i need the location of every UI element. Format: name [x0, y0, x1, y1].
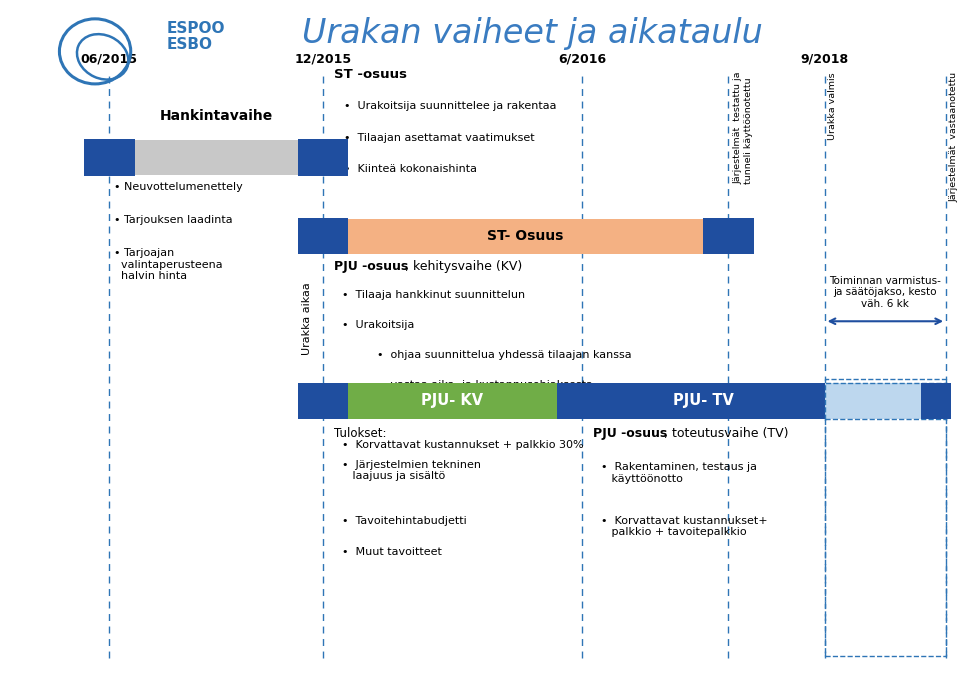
Bar: [322, 383, 582, 419]
Text: •  ohjaa suunnittelua yhdessä tilaajan kanssa: • ohjaa suunnittelua yhdessä tilaajan ka…: [377, 350, 631, 360]
Text: Järjestelmät  testattu ja
tunneli käyttöönotettu: Järjestelmät testattu ja tunneli käyttöö…: [734, 72, 753, 184]
Text: •  Korvattavat kustannukset + palkkio 30%: • Korvattavat kustannukset + palkkio 30%: [341, 440, 583, 451]
Text: •  Rakentaminen, testaus ja
   käyttöönotto: • Rakentaminen, testaus ja käyttöönotto: [601, 462, 757, 484]
Text: •  Muut tavoitteet: • Muut tavoitteet: [341, 547, 441, 557]
Text: , kehitysvaihe (KV): , kehitysvaihe (KV): [406, 260, 523, 273]
Text: Urakan vaiheet ja aikataulu: Urakan vaiheet ja aikataulu: [302, 17, 762, 50]
Text: ESPOO
ESBO: ESPOO ESBO: [166, 21, 224, 52]
Text: 9/2018: 9/2018: [801, 52, 849, 65]
Text: Järjestelmät  vastaanotettu: Järjestelmät vastaanotettu: [949, 72, 959, 202]
Text: •  Kiinteä kokonaishinta: • Kiinteä kokonaishinta: [343, 164, 477, 175]
Text: PJU -osuus: PJU -osuus: [594, 427, 667, 440]
Text: •  Tilaajan asettamat vaatimukset: • Tilaajan asettamat vaatimukset: [343, 133, 534, 143]
Text: Hankintavaihe: Hankintavaihe: [159, 109, 272, 123]
Text: • Neuvottelumenettely: • Neuvottelumenettely: [114, 182, 243, 192]
Text: PJU- TV: PJU- TV: [673, 393, 734, 408]
Bar: [582, 383, 825, 419]
Text: ST- Osuus: ST- Osuus: [487, 229, 564, 243]
Text: Tulokset:: Tulokset:: [334, 427, 386, 440]
Text: •  Urakoitsija: • Urakoitsija: [341, 320, 414, 330]
Text: •  Urakoitsija suunnittelee ja rakentaa: • Urakoitsija suunnittelee ja rakentaa: [343, 101, 556, 112]
Text: •  Tavoitehintabudjetti: • Tavoitehintabudjetti: [341, 516, 466, 526]
Text: 12/2015: 12/2015: [294, 52, 351, 65]
Text: PJU- KV: PJU- KV: [421, 393, 483, 408]
Text: Urakka aikaa: Urakka aikaa: [301, 282, 312, 355]
Text: •  Korvattavat kustannukset+
   palkkio + tavoitepalkkio: • Korvattavat kustannukset+ palkkio + ta…: [601, 516, 768, 538]
Text: PJU -osuus: PJU -osuus: [334, 260, 409, 273]
Text: •  Järjestelmien tekninen
   laajuus ja sisältö: • Järjestelmien tekninen laajuus ja sisä…: [341, 460, 480, 482]
Text: •  vastaa aika- ja kustannusohjaksesta: • vastaa aika- ja kustannusohjaksesta: [377, 380, 593, 390]
Bar: [825, 383, 946, 419]
Text: • Tarjouksen laadinta: • Tarjouksen laadinta: [114, 215, 233, 225]
Bar: [322, 219, 729, 254]
Bar: [109, 140, 322, 175]
Text: Urakka valmis: Urakka valmis: [829, 72, 837, 140]
Bar: [825, 383, 946, 419]
Text: •  Tilaaja hankkinut suunnittelun: • Tilaaja hankkinut suunnittelun: [341, 290, 525, 300]
Text: ST -osuus: ST -osuus: [334, 68, 407, 82]
Bar: [825, 379, 946, 656]
Text: Toiminnan varmistus-
ja säätöjakso, kesto
väh. 6 kk: Toiminnan varmistus- ja säätöjakso, kest…: [830, 276, 942, 309]
Text: • Tarjoajan
  valintaperusteena
  halvin hinta: • Tarjoajan valintaperusteena halvin hin…: [114, 248, 222, 281]
Text: •  rakentamisen valmistelu: • rakentamisen valmistelu: [377, 410, 528, 421]
Text: 06/2015: 06/2015: [81, 52, 138, 65]
Text: 6/2016: 6/2016: [558, 52, 606, 65]
Text: , toteutusvaihe (TV): , toteutusvaihe (TV): [664, 427, 788, 440]
